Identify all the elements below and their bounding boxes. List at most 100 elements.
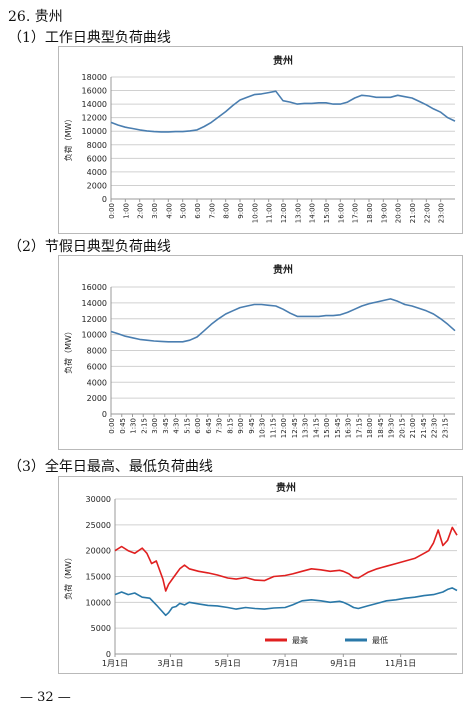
y-tick-label: 0 [106, 650, 111, 659]
section-title: 26. 贵州 [8, 9, 63, 25]
y-tick-label: 12000 [82, 114, 107, 123]
y-tick-label: 0 [102, 195, 107, 204]
x-tick-label: 15:00 [323, 203, 331, 223]
chart-panel-1: 贵州 0 2000 4000 6000 8000 10000 12000 14000 16000 1… [58, 46, 463, 234]
y-axis-label: 负荷（MW） [63, 553, 73, 600]
x-tick-label: 8:00 [223, 203, 231, 219]
y-tick-label: 8000 [87, 347, 107, 356]
x-tick-label: 3:00 [151, 203, 159, 219]
x-tick-label: 13:30 [302, 418, 310, 438]
x-tick-label: 17:15 [355, 418, 363, 438]
y-tick-label: 2000 [87, 394, 107, 403]
x-tick-label: 18:45 [377, 418, 385, 438]
y-tick-label: 15000 [86, 573, 111, 582]
y-tick-label: 14000 [82, 299, 107, 308]
y-tick-label: 2000 [87, 181, 107, 190]
x-tick-label: 23:00 [438, 203, 446, 223]
y-tick-label: 12000 [82, 315, 107, 324]
y-tick-label: 8000 [87, 141, 107, 150]
x-tick-label: 9:45 [248, 418, 256, 434]
x-tick-label: 2:00 [137, 203, 145, 219]
x-tick-label: 12:00 [280, 418, 288, 438]
x-tick-label: 6:45 [205, 418, 213, 434]
x-tick-label: 4:30 [173, 418, 181, 434]
x-tick-label: 0:00 [108, 418, 116, 434]
x-tick-label: 20:00 [395, 203, 403, 223]
y-tick-label: 4000 [87, 378, 107, 387]
x-tick-label: 4:00 [165, 203, 173, 219]
y-axis-label: 负荷（MW） [63, 115, 73, 162]
chart-panel-2: 贵州 0 2000 4000 6000 8000 10000 12000 14000 16000 负… [58, 255, 463, 450]
x-tick-label: 5:00 [180, 203, 188, 219]
y-tick-label: 18000 [82, 73, 107, 82]
x-tick-label: 5月1日 [215, 659, 241, 668]
x-tick-label: 13:00 [294, 203, 302, 223]
legend-label: 最高 [292, 635, 308, 645]
x-tick-label: 0:00 [108, 203, 116, 219]
x-tick-label: 10:00 [251, 203, 259, 223]
x-tick-label: 14:15 [312, 418, 320, 438]
x-tick-label: 16:30 [345, 418, 353, 438]
page-number: — 32 — [20, 690, 71, 705]
x-tick-label: 21:00 [409, 418, 417, 438]
chart-title: 贵州 [273, 54, 293, 67]
chart-2-heading: （2）节假日典型负荷曲线 [8, 239, 171, 255]
x-tick-label: 15:00 [323, 418, 331, 438]
x-tick-label: 15:45 [334, 418, 342, 438]
chart-title: 贵州 [273, 263, 293, 276]
y-tick-label: 0 [102, 410, 107, 419]
y-tick-label: 10000 [82, 331, 107, 340]
y-tick-label: 6000 [87, 154, 107, 163]
y-tick-label: 5000 [91, 624, 111, 633]
y-tick-label: 16000 [82, 283, 107, 292]
y-tick-label: 25000 [86, 521, 111, 530]
x-tick-label: 7:30 [216, 418, 224, 434]
y-tick-label: 14000 [82, 100, 107, 109]
x-tick-label: 19:30 [388, 418, 396, 438]
x-tick-label: 20:15 [398, 418, 406, 438]
legend-label: 最低 [372, 635, 388, 645]
x-tick-label: 9:00 [237, 203, 245, 219]
x-tick-label: 7月1日 [272, 659, 298, 668]
x-tick-label: 1月1日 [102, 659, 128, 668]
x-tick-label: 6:00 [194, 203, 202, 219]
x-tick-label: 23:15 [441, 418, 449, 438]
y-tick-label: 10000 [86, 598, 111, 607]
chart-title: 贵州 [276, 481, 296, 494]
y-tick-label: 6000 [87, 362, 107, 371]
x-tick-label: 18:00 [366, 418, 374, 438]
x-tick-label: 6:00 [194, 418, 202, 434]
chart-1-heading: （1）工作日典型负荷曲线 [8, 30, 171, 46]
x-tick-label: 18:00 [366, 203, 374, 223]
y-axis-label: 负荷（MW） [63, 327, 73, 374]
series-line [110, 90, 456, 133]
chart-1-svg: 贵州 0 2000 4000 6000 8000 10000 12000 14000 16000 1… [63, 54, 456, 223]
series-line [110, 298, 456, 343]
x-tick-label: 19:00 [380, 203, 388, 223]
x-tick-label: 16:00 [337, 203, 345, 223]
x-tick-label: 12:45 [291, 418, 299, 438]
x-tick-label: 1:00 [122, 203, 130, 219]
y-tick-label: 16000 [82, 87, 107, 96]
x-tick-label: 3月1日 [157, 659, 183, 668]
x-tick-label: 3:45 [162, 418, 170, 434]
x-tick-label: 12:00 [280, 203, 288, 223]
x-tick-label: 0:45 [119, 418, 127, 434]
series-line-最高 [114, 526, 458, 592]
y-tick-label: 30000 [86, 495, 111, 504]
chart-3-heading: （3）全年日最高、最低负荷曲线 [8, 459, 213, 475]
chart-panel-3: 贵州 0 5000 10000 15000 20000 25000 30000 负荷（MW） 1月… [58, 476, 463, 674]
y-tick-label: 10000 [82, 127, 107, 136]
x-tick-label: 7:00 [208, 203, 216, 219]
x-tick-label: 10:30 [259, 418, 267, 438]
x-tick-label: 14:00 [309, 203, 317, 223]
x-tick-label: 2:15 [140, 418, 148, 434]
chart-2-svg: 贵州 0 2000 4000 6000 8000 10000 12000 14000 16000 负… [63, 263, 456, 438]
x-tick-label: 9:00 [237, 418, 245, 434]
series-line-最低 [114, 587, 458, 617]
x-tick-label: 21:00 [409, 203, 417, 223]
x-tick-label: 9月1日 [330, 659, 356, 668]
chart-3-svg: 贵州 0 5000 10000 15000 20000 25000 30000 负荷（MW） 1月… [63, 481, 458, 668]
x-tick-label: 22:30 [431, 418, 439, 438]
x-tick-label: 21:45 [420, 418, 428, 438]
